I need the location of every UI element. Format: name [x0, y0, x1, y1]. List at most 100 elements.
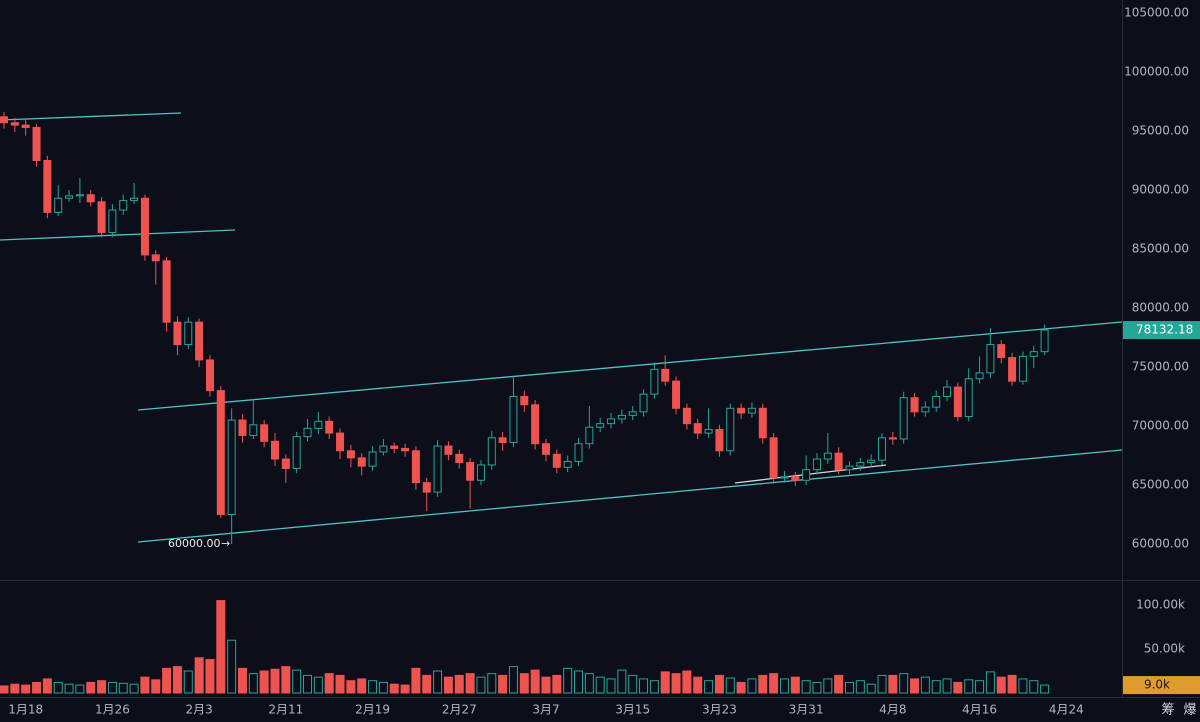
volume-bar: [541, 676, 551, 694]
volume-bar: [877, 674, 887, 694]
candle-body: [823, 452, 832, 460]
candle-body: [910, 397, 919, 413]
volume-bar: [714, 674, 724, 694]
volume-bar: [227, 639, 237, 694]
y-tick-label: 95000.00: [1132, 123, 1189, 137]
volume-bar: [671, 673, 681, 694]
volume-bar: [194, 657, 204, 694]
volume-bar: [324, 673, 334, 694]
volume-bar: [801, 680, 811, 694]
volume-bar: [823, 678, 833, 694]
candle-body: [357, 457, 366, 467]
x-tick-label: 3月15: [615, 703, 650, 717]
candle-body: [119, 200, 128, 211]
candle-body: [682, 407, 691, 425]
candle-body: [54, 197, 63, 213]
trend-line: [0, 229, 236, 241]
volume-bar: [216, 600, 226, 694]
candle-body: [574, 443, 583, 462]
volume-bar: [465, 673, 475, 694]
volume-bar: [888, 674, 898, 694]
last-price-box: [1123, 321, 1200, 340]
volume-bar: [140, 676, 150, 694]
volume-bar: [129, 683, 139, 694]
x-tick-label: 3月31: [789, 703, 824, 717]
volume-bar: [292, 669, 302, 694]
candle-body: [802, 469, 811, 481]
candle-body: [975, 372, 984, 380]
volume-bar: [779, 678, 789, 694]
volume-bar: [303, 674, 313, 694]
candle-body: [531, 404, 540, 445]
candle-body: [97, 201, 106, 233]
candle-body: [32, 126, 41, 161]
candle-body: [541, 443, 550, 455]
candle-body: [466, 462, 475, 481]
y-tick-label: 60000.00: [1132, 537, 1189, 551]
candle-body: [162, 260, 171, 323]
volume-bar: [844, 681, 854, 694]
candle-body: [140, 197, 149, 256]
volume-bar: [357, 678, 367, 694]
volume-bar: [10, 683, 20, 694]
volume-bar: [454, 674, 464, 694]
volume-bar: [53, 681, 63, 694]
candle-body: [292, 436, 301, 469]
volume-bar: [910, 678, 920, 694]
candle-body: [563, 460, 572, 468]
volume-bar: [725, 677, 735, 694]
candle-body: [184, 321, 193, 346]
y-tick-label: 100000.00: [1124, 64, 1189, 78]
candle-body: [520, 396, 529, 406]
volume-bar: [75, 684, 85, 694]
x-tick-label: 2月11: [268, 703, 303, 717]
candle-body: [932, 396, 941, 408]
candle-body: [661, 368, 670, 382]
y-tick-label: 70000.00: [1132, 419, 1189, 433]
volume-bar: [346, 680, 356, 694]
candle-body: [325, 420, 334, 434]
volume-bar: [617, 669, 627, 694]
candle-body: [845, 465, 854, 471]
candle-body: [997, 344, 1006, 359]
volume-bar: [443, 676, 453, 694]
tools: 筹爆: [1161, 702, 1196, 718]
volume-bar: [162, 667, 172, 694]
volume-bar: [1018, 678, 1028, 694]
x-tick-label: 4月16: [962, 703, 997, 717]
channel-lower: [137, 449, 1123, 543]
volume-bar: [433, 670, 443, 694]
candle-body: [151, 254, 160, 262]
tool-button[interactable]: 爆: [1183, 703, 1196, 718]
volume-bar: [172, 666, 182, 694]
volume-bar: [422, 674, 432, 694]
candle-body: [476, 464, 485, 481]
volume-bar: [270, 668, 280, 694]
tool-button[interactable]: 筹: [1161, 702, 1174, 718]
volume-bar: [639, 678, 649, 694]
candle-body: [411, 450, 420, 484]
volume-bar: [378, 681, 388, 694]
candle-body: [173, 321, 182, 346]
volume-bar: [32, 681, 42, 694]
candle-body: [75, 194, 84, 197]
volume-bar: [107, 681, 117, 694]
candle-body: [791, 476, 800, 481]
candle-body: [314, 420, 323, 429]
volume-bar: [476, 676, 486, 694]
volume-bar: [736, 681, 746, 694]
last-volume-box: [1123, 676, 1200, 695]
volume-bar: [855, 680, 865, 694]
candle-body: [856, 462, 865, 467]
candle-body: [0, 116, 9, 124]
candle-body: [899, 397, 908, 440]
volume-bar: [335, 674, 345, 694]
volume-bar: [931, 680, 941, 694]
volume-bar: [519, 673, 529, 694]
candle-body: [379, 445, 388, 453]
candle-body: [628, 411, 637, 416]
volume-bar: [487, 673, 497, 694]
